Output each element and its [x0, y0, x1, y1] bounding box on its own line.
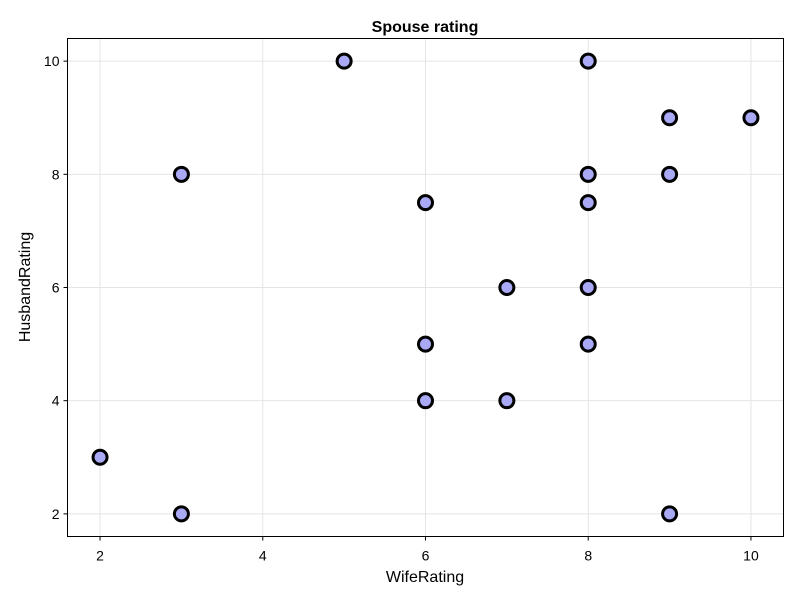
- data-point: [661, 505, 679, 523]
- data-point: [579, 52, 597, 70]
- y-axis: 2 4 6 8 10: [44, 53, 68, 522]
- data-point: [498, 392, 516, 410]
- chart-title: Spouse rating: [372, 19, 479, 36]
- data-point: [172, 165, 190, 183]
- y-tick-label: 4: [52, 393, 60, 409]
- data-point: [579, 194, 597, 212]
- data-point: [417, 335, 434, 353]
- data-point: [579, 335, 597, 353]
- x-tick-label: 8: [584, 548, 592, 564]
- x-tick-label: 10: [743, 548, 759, 564]
- data-point: [335, 52, 353, 70]
- data-point: [417, 392, 434, 410]
- y-axis-label: HusbandRating: [17, 232, 34, 342]
- y-tick-label: 10: [44, 53, 60, 69]
- y-tick-label: 6: [52, 280, 60, 296]
- data-point: [661, 165, 679, 183]
- data-point: [661, 109, 679, 127]
- data-point: [579, 279, 597, 296]
- x-axis: 2 4 6 8 10: [96, 536, 759, 564]
- data-point: [172, 505, 190, 523]
- data-point: [579, 165, 597, 183]
- y-tick-label: 8: [52, 166, 60, 182]
- data-point: [742, 109, 760, 127]
- data-point: [91, 448, 109, 466]
- x-axis-label: WifeRating: [386, 569, 464, 586]
- y-tick-label: 2: [52, 506, 60, 522]
- data-point: [498, 279, 516, 296]
- x-tick-label: 6: [422, 548, 430, 564]
- x-tick-label: 4: [259, 548, 267, 564]
- data-point: [417, 194, 434, 212]
- x-tick-label: 2: [96, 548, 104, 564]
- data-points: [91, 52, 760, 523]
